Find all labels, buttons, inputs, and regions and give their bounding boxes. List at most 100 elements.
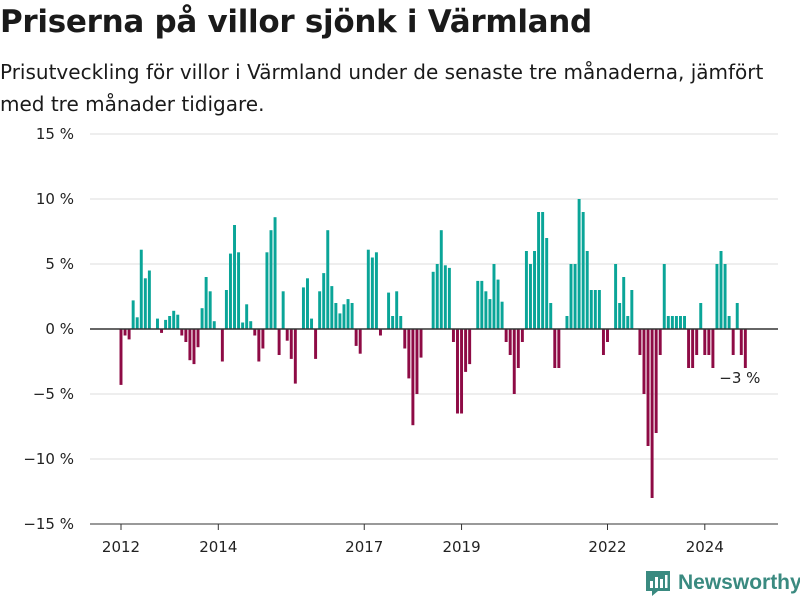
bar (464, 329, 467, 372)
bar (290, 329, 293, 359)
bar (225, 290, 228, 329)
bar (193, 329, 196, 364)
bar (699, 303, 702, 329)
bar (667, 316, 670, 329)
bar (643, 329, 646, 394)
bar (338, 313, 341, 329)
bar (570, 264, 573, 329)
bar (265, 252, 268, 329)
bar (606, 329, 609, 342)
bar (720, 251, 723, 329)
bar (314, 329, 317, 359)
bar (557, 329, 560, 368)
bar (120, 329, 123, 385)
bar (286, 329, 289, 341)
bar (367, 250, 370, 329)
bar (229, 254, 232, 329)
bar (399, 316, 402, 329)
bar (659, 329, 662, 355)
bar (614, 264, 617, 329)
bar (602, 329, 605, 355)
bar (395, 291, 398, 329)
bar (578, 199, 581, 329)
bar (545, 238, 548, 329)
bar (728, 316, 731, 329)
bar (156, 319, 159, 329)
bar (480, 281, 483, 329)
bar (359, 329, 362, 354)
y-tick-label: −5 % (33, 385, 74, 403)
bar (707, 329, 710, 355)
bar (411, 329, 414, 425)
bar (140, 250, 143, 329)
bar (310, 319, 313, 329)
bar (403, 329, 406, 349)
bar (598, 290, 601, 329)
bar (172, 311, 175, 329)
bar (695, 329, 698, 355)
bar (144, 278, 147, 329)
x-tick-label: 2017 (345, 538, 383, 556)
bar (493, 264, 496, 329)
bar (630, 290, 633, 329)
bar (505, 329, 508, 342)
bar (237, 252, 240, 329)
bar (294, 329, 297, 384)
y-tick-label: −10 % (23, 450, 74, 468)
bar (638, 329, 641, 355)
bar (484, 291, 487, 329)
bar (334, 303, 337, 329)
bar (176, 315, 179, 329)
newsworthy-logo-icon (644, 569, 672, 597)
bar (128, 329, 131, 339)
y-tick-label: 15 % (36, 125, 74, 143)
bar (537, 212, 540, 329)
bar (444, 265, 447, 329)
x-tick-label: 2014 (199, 538, 237, 556)
bar (326, 230, 329, 329)
bar (525, 251, 528, 329)
bar (221, 329, 224, 362)
newsworthy-logo-text: Newsworthy (678, 571, 800, 595)
bar (687, 329, 690, 368)
bar (456, 329, 459, 414)
bar (132, 300, 135, 329)
bar (671, 316, 674, 329)
bar (724, 264, 727, 329)
bar (497, 280, 500, 329)
bar (679, 316, 682, 329)
bar (180, 329, 183, 336)
bar (488, 299, 491, 329)
bar (521, 329, 524, 342)
bar (501, 302, 504, 329)
bar (274, 217, 277, 329)
bar (351, 303, 354, 329)
bar (124, 329, 127, 336)
bar (253, 329, 256, 336)
bar (306, 278, 309, 329)
bar (233, 225, 236, 329)
bar (330, 286, 333, 329)
bar (703, 329, 706, 355)
bar (213, 321, 216, 329)
bar (302, 287, 305, 329)
bar (387, 293, 390, 329)
bar (407, 329, 410, 378)
bar (582, 212, 585, 329)
bar (460, 329, 463, 414)
bar (249, 321, 252, 329)
bar (590, 290, 593, 329)
x-tick-label: 2024 (686, 538, 724, 556)
bar (318, 291, 321, 329)
x-tick-label: 2012 (102, 538, 140, 556)
bar (541, 212, 544, 329)
bar (197, 329, 200, 347)
bar (184, 329, 187, 342)
bar (136, 317, 139, 329)
y-tick-label: 5 % (45, 255, 74, 273)
bar (355, 329, 358, 346)
bar (574, 264, 577, 329)
bar (626, 316, 629, 329)
bar (270, 230, 273, 329)
bar (420, 329, 423, 358)
